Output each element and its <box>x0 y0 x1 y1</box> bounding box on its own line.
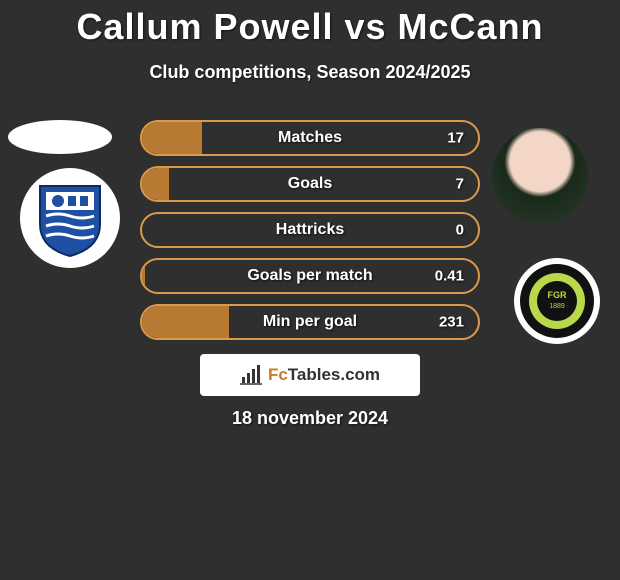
bar-value: 0.41 <box>435 268 464 285</box>
bar-value: 0 <box>456 222 464 239</box>
bar-label: Matches <box>278 129 342 147</box>
stats-bars: Matches 17 Goals 7 Hattricks 0 Goals per… <box>140 120 480 350</box>
bar-fill <box>142 306 229 338</box>
bar-row-goals: Goals 7 <box>140 166 480 202</box>
player-left-avatar <box>8 120 112 154</box>
club-right-crest: FGR 1889 <box>514 258 600 344</box>
bar-row-goals-per-match: Goals per match 0.41 <box>140 258 480 294</box>
bar-label: Goals per match <box>247 267 372 285</box>
bar-row-matches: Matches 17 <box>140 120 480 156</box>
bar-value: 7 <box>456 176 464 193</box>
club-left-crest <box>20 168 120 268</box>
bar-fill <box>142 168 169 200</box>
bar-chart-icon <box>240 365 262 385</box>
bar-label: Goals <box>288 175 332 193</box>
footer-brand-prefix: Fc <box>268 365 288 384</box>
svg-text:1889: 1889 <box>549 303 565 310</box>
bar-fill <box>142 122 202 154</box>
date-label: 18 november 2024 <box>0 408 620 429</box>
footer-brand-text: FcTables.com <box>268 365 380 385</box>
bar-value: 231 <box>439 314 464 331</box>
bar-label: Hattricks <box>276 221 344 239</box>
player-right-avatar <box>492 128 588 224</box>
bar-row-min-per-goal: Min per goal 231 <box>140 304 480 340</box>
bar-row-hattricks: Hattricks 0 <box>140 212 480 248</box>
footer-brand-box: FcTables.com <box>200 354 420 396</box>
subtitle: Club competitions, Season 2024/2025 <box>0 62 620 83</box>
bar-fill <box>142 260 145 292</box>
svg-text:FGR: FGR <box>548 290 567 300</box>
bar-label: Min per goal <box>263 313 357 331</box>
page-title: Callum Powell vs McCann <box>0 0 620 48</box>
footer-brand-suffix: Tables.com <box>288 365 380 384</box>
bar-value: 17 <box>447 130 464 147</box>
